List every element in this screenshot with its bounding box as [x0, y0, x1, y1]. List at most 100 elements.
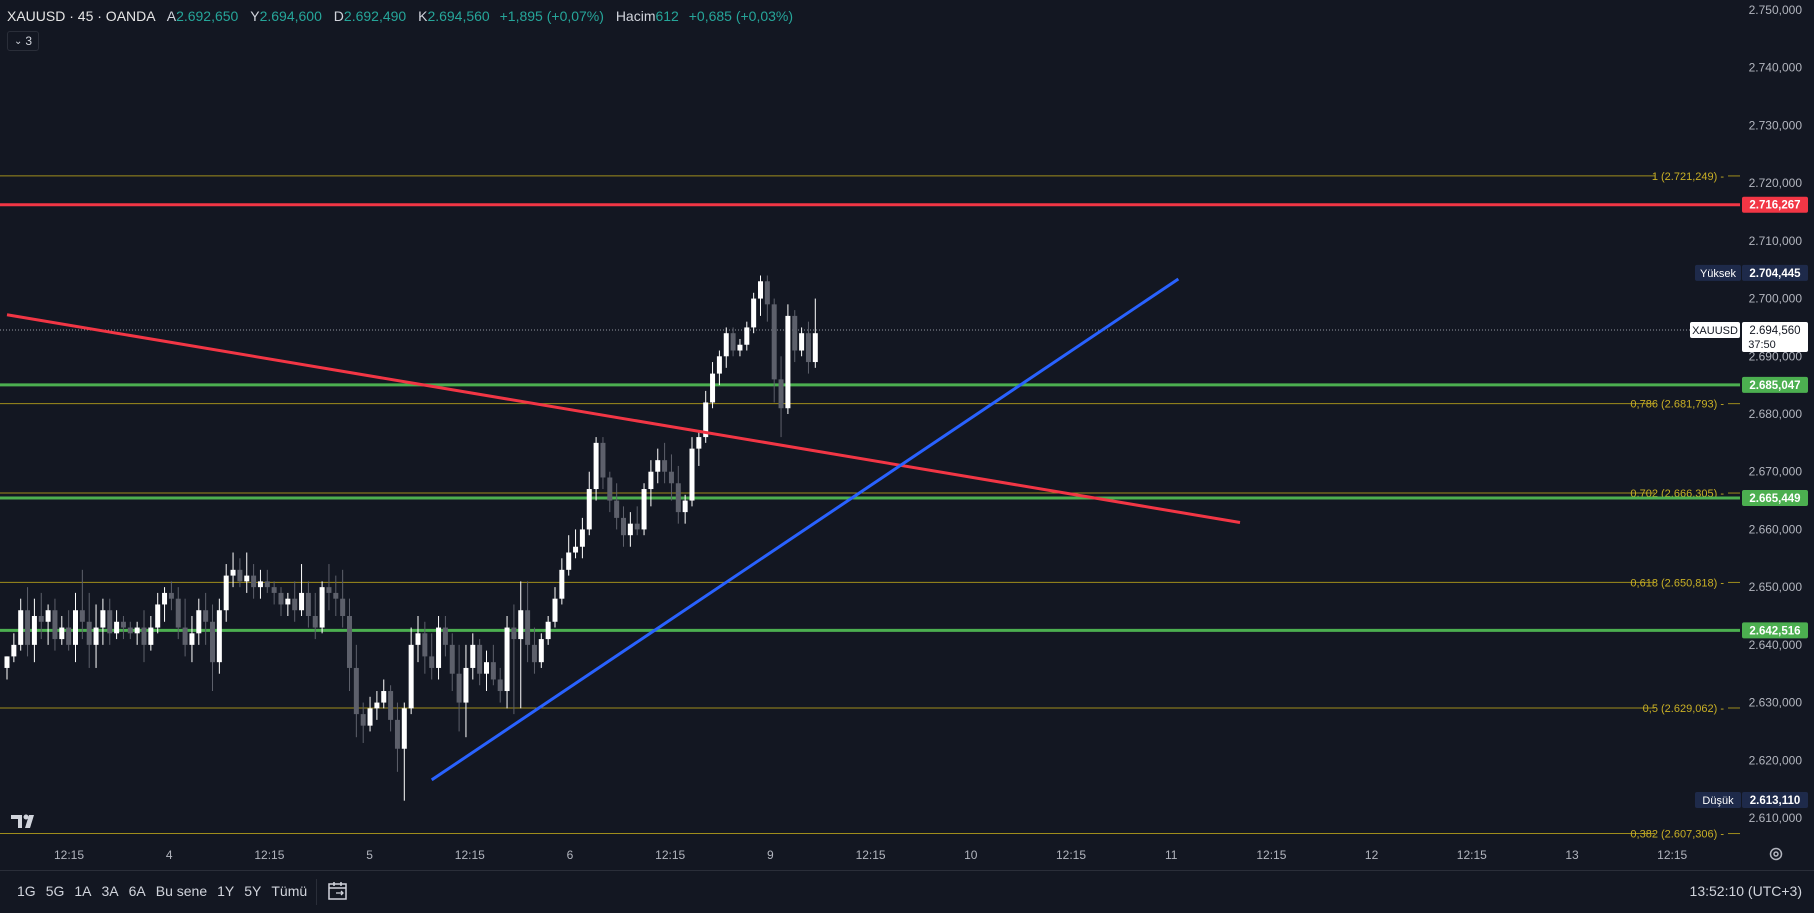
candle-body[interactable] [175, 598, 181, 628]
candle-body[interactable] [251, 575, 257, 588]
candle-body[interactable] [408, 644, 414, 709]
candle-body[interactable] [737, 344, 743, 351]
candle-body[interactable] [168, 592, 174, 599]
candle-body[interactable] [764, 281, 770, 305]
indicators-collapse-button[interactable]: ⌄ 3 [7, 31, 39, 51]
candle-body[interactable] [723, 333, 729, 357]
candle-body[interactable] [689, 448, 695, 501]
candle-body[interactable] [792, 315, 798, 351]
candle-body[interactable] [805, 333, 811, 363]
candle-body[interactable] [504, 627, 510, 692]
price-chart[interactable]: 1 (2.721,249) -0,786 (2.681,793) -0,702 … [0, 0, 1814, 870]
candle-body[interactable] [641, 489, 647, 530]
candle-body[interactable] [662, 460, 668, 472]
candle-body[interactable] [11, 644, 17, 657]
candle-body[interactable] [566, 552, 572, 570]
candle-body[interactable] [148, 627, 154, 645]
candle-body[interactable] [648, 471, 654, 490]
candle-body[interactable] [586, 489, 592, 530]
candle-body[interactable] [155, 604, 161, 628]
candle-body[interactable] [415, 633, 421, 645]
candle-body[interactable] [353, 667, 359, 715]
candle-body[interactable] [538, 639, 544, 663]
candle-body[interactable] [573, 546, 579, 553]
candle-body[interactable] [511, 627, 517, 640]
candle-body[interactable] [388, 691, 394, 720]
candle-body[interactable] [360, 714, 366, 726]
candle-body[interactable] [579, 529, 585, 547]
candle-body[interactable] [600, 442, 606, 478]
candle-body[interactable] [333, 592, 339, 599]
candle-body[interactable] [812, 333, 818, 363]
candle-body[interactable] [682, 500, 688, 513]
candle-body[interactable] [463, 667, 469, 703]
candle-body[interactable] [394, 719, 400, 749]
trendline[interactable] [6, 313, 1241, 524]
candle-body[interactable] [312, 616, 318, 628]
candle-body[interactable] [18, 610, 24, 645]
tradingview-logo-icon[interactable] [10, 812, 42, 830]
candle-body[interactable] [38, 616, 44, 622]
candle-body[interactable] [120, 621, 126, 628]
candle-body[interactable] [59, 627, 65, 640]
candle-body[interactable] [710, 373, 716, 403]
candle-body[interactable] [292, 598, 298, 611]
candle-body[interactable] [66, 627, 72, 645]
candle-body[interactable] [552, 598, 558, 622]
candle-body[interactable] [319, 587, 325, 628]
candle-body[interactable] [114, 621, 120, 634]
candle-body[interactable] [73, 610, 78, 645]
candle-body[interactable] [189, 633, 195, 645]
candle-body[interactable] [86, 621, 92, 645]
trendline[interactable] [430, 277, 1180, 782]
candle-body[interactable] [751, 298, 757, 328]
candle-body[interactable] [401, 708, 407, 749]
candle-body[interactable] [203, 610, 209, 622]
candle-body[interactable] [4, 656, 10, 668]
candle-body[interactable] [374, 702, 380, 709]
candle-body[interactable] [244, 575, 250, 582]
candle-body[interactable] [52, 610, 58, 640]
candle-body[interactable] [771, 304, 777, 380]
candle-body[interactable] [470, 644, 476, 668]
candle-body[interactable] [675, 483, 681, 513]
candle-body[interactable] [271, 587, 277, 593]
range-button-3m[interactable]: 3A [101, 883, 119, 899]
candle-body[interactable] [422, 633, 428, 657]
candle-body[interactable] [31, 616, 37, 645]
candle-body[interactable] [634, 523, 640, 530]
range-button-all[interactable]: Tümü [271, 883, 308, 899]
candle-body[interactable] [545, 621, 551, 640]
candle-body[interactable] [162, 592, 168, 605]
candle-body[interactable] [744, 327, 750, 345]
candle-body[interactable] [531, 644, 537, 663]
candle-body[interactable] [490, 662, 496, 680]
candle-body[interactable] [696, 437, 702, 449]
candle-body[interactable] [305, 592, 311, 616]
candle-body[interactable] [79, 610, 85, 622]
candle-body[interactable] [477, 644, 483, 674]
candle-body[interactable] [237, 569, 243, 582]
candle-body[interactable] [703, 402, 709, 438]
candle-body[interactable] [257, 581, 263, 588]
candle-body[interactable] [223, 575, 229, 611]
candle-body[interactable] [525, 610, 531, 645]
candle-body[interactable] [141, 627, 147, 645]
candle-body[interactable] [668, 471, 674, 484]
candle-body[interactable] [230, 569, 236, 576]
candle-body[interactable] [100, 610, 106, 628]
gear-icon[interactable] [1768, 846, 1784, 862]
candle-body[interactable] [518, 610, 524, 640]
candle-body[interactable] [107, 610, 113, 634]
candle-body[interactable] [497, 679, 503, 692]
candle-body[interactable] [367, 708, 373, 726]
candle-body[interactable] [264, 581, 270, 588]
candle-body[interactable] [134, 627, 140, 634]
candle-body[interactable] [216, 610, 222, 663]
clock[interactable]: 13:52:10 (UTC+3) [1689, 883, 1802, 899]
range-button-6m[interactable]: 6A [128, 883, 146, 899]
candle-body[interactable] [127, 627, 133, 634]
range-button-1d[interactable]: 1G [17, 883, 36, 899]
range-button-5d[interactable]: 5G [45, 883, 65, 899]
candle-body[interactable] [730, 333, 736, 351]
